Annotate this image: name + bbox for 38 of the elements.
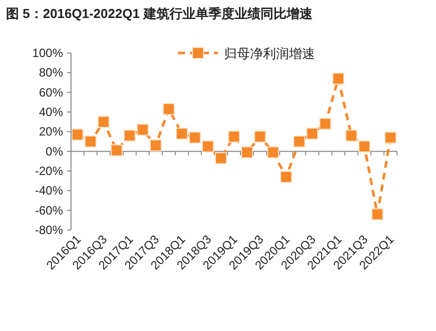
- point: [267, 146, 280, 158]
- point: [72, 128, 84, 141]
- chart-title: 图 5：2016Q1-2022Q1 建筑行业单季度业绩同比增速: [6, 6, 314, 21]
- point: [188, 132, 201, 144]
- point: [345, 130, 358, 142]
- point: [214, 152, 227, 164]
- point: [293, 136, 306, 148]
- y-tick-label: -40%: [34, 184, 64, 198]
- point: [280, 170, 292, 183]
- point: [136, 124, 149, 136]
- point: [202, 140, 214, 152]
- point: [254, 130, 266, 143]
- point: [176, 128, 188, 140]
- y-tick-label: -20%: [34, 164, 64, 178]
- y-tick-label: 80%: [38, 66, 64, 80]
- point: [84, 136, 97, 148]
- point: [371, 208, 384, 220]
- y-tick-label: -80%: [34, 223, 64, 237]
- legend-label: 归母净利润增速: [224, 46, 315, 61]
- point: [358, 140, 370, 152]
- y-tick-label: -60%: [34, 203, 64, 218]
- point: [332, 72, 344, 85]
- y-tick-label: 0%: [46, 144, 64, 158]
- point: [319, 118, 332, 130]
- y-tick-label: 60%: [38, 85, 64, 100]
- y-tick-label: 20%: [38, 124, 64, 139]
- point: [150, 139, 162, 152]
- point: [241, 146, 254, 158]
- point: [162, 103, 175, 116]
- point: [124, 130, 136, 142]
- point: [228, 130, 240, 143]
- point: [98, 116, 110, 128]
- point: [110, 144, 123, 156]
- y-tick-label: 100%: [32, 46, 64, 60]
- y-tick-label: 40%: [38, 105, 64, 119]
- point: [384, 132, 396, 144]
- legend: 归母净利润增速: [178, 46, 315, 61]
- point: [306, 128, 318, 140]
